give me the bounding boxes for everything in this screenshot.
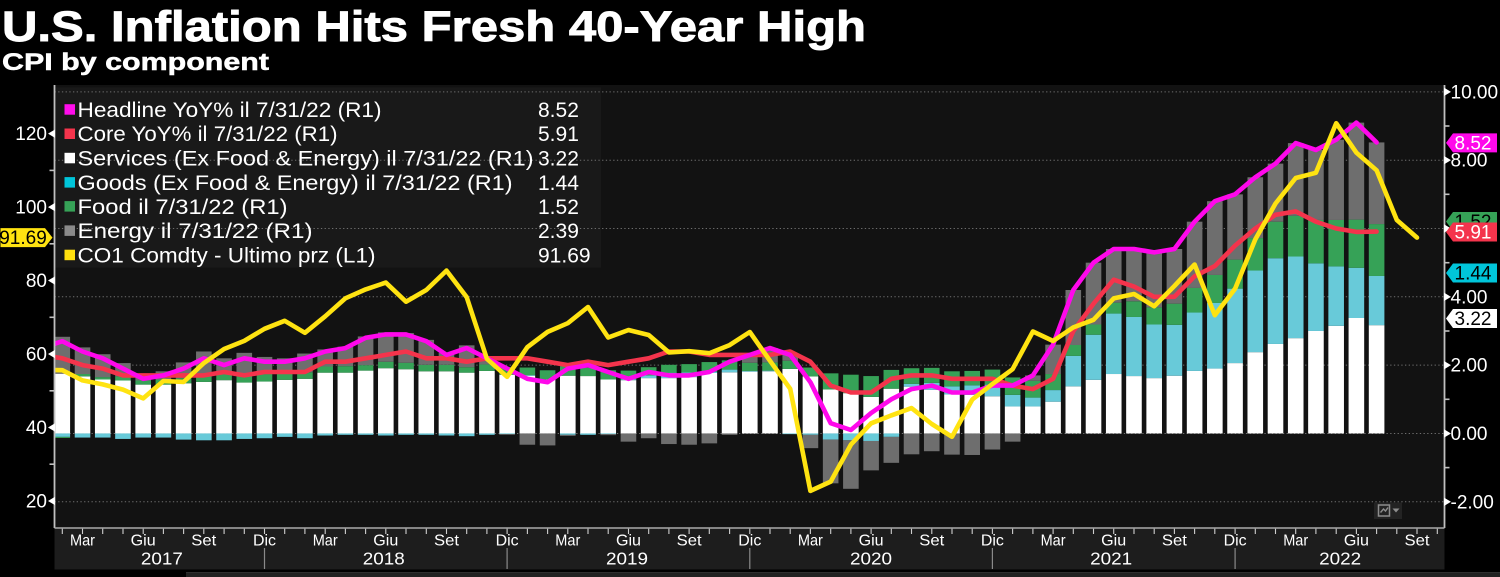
svg-text:3.22: 3.22 (1455, 309, 1492, 330)
svg-text:-2.00: -2.00 (1451, 492, 1494, 513)
svg-text:2018: 2018 (363, 549, 405, 569)
svg-text:Goods (Ex Food & Energy) il 7/: Goods (Ex Food & Energy) il 7/31/22 (R1) (78, 172, 513, 195)
svg-text:Set: Set (1162, 533, 1188, 550)
svg-text:Mar: Mar (313, 533, 339, 550)
svg-text:0.00: 0.00 (1451, 424, 1488, 445)
svg-text:40: 40 (26, 418, 47, 439)
svg-text:2021: 2021 (1090, 549, 1132, 569)
svg-text:2020: 2020 (850, 549, 892, 569)
svg-text:Dic: Dic (981, 533, 1004, 550)
svg-text:2.00: 2.00 (1451, 356, 1488, 377)
svg-text:Giu: Giu (1101, 533, 1126, 550)
svg-text:Set: Set (919, 533, 945, 550)
svg-text:4.00: 4.00 (1451, 287, 1488, 308)
svg-text:CO1 Comdty - Ultimo prz (L1): CO1 Comdty - Ultimo prz (L1) (78, 244, 376, 267)
svg-text:Core YoY% il 7/31/22 (R1): Core YoY% il 7/31/22 (R1) (78, 123, 338, 146)
svg-text:Giu: Giu (616, 533, 641, 550)
svg-text:1.44: 1.44 (538, 172, 579, 195)
svg-text:2019: 2019 (606, 549, 648, 569)
svg-text:1.44: 1.44 (1455, 264, 1492, 285)
svg-text:5.91: 5.91 (1455, 223, 1492, 244)
svg-text:Dic: Dic (1224, 533, 1247, 550)
svg-text:8.52: 8.52 (538, 99, 579, 122)
svg-text:Set: Set (1405, 533, 1431, 550)
svg-text:Mar: Mar (555, 533, 581, 550)
svg-text:Set: Set (434, 533, 460, 550)
svg-text:2.39: 2.39 (538, 220, 579, 243)
svg-text:Dic: Dic (253, 533, 276, 550)
svg-text:Mar: Mar (798, 533, 824, 550)
svg-text:5.91: 5.91 (538, 123, 579, 146)
svg-text:80: 80 (26, 271, 47, 292)
svg-text:Mar: Mar (1041, 533, 1067, 550)
svg-text:Dic: Dic (496, 533, 519, 550)
svg-text:Giu: Giu (859, 533, 884, 550)
svg-text:91.69: 91.69 (538, 244, 591, 267)
svg-text:2022: 2022 (1319, 549, 1361, 569)
svg-text:100: 100 (15, 198, 47, 219)
svg-text:Set: Set (677, 533, 703, 550)
svg-text:Set: Set (191, 533, 217, 550)
svg-text:Mar: Mar (70, 533, 96, 550)
svg-text:Dic: Dic (738, 533, 761, 550)
svg-text:Headline YoY% il 7/31/22 (R1): Headline YoY% il 7/31/22 (R1) (78, 99, 382, 122)
svg-text:2017: 2017 (141, 549, 183, 569)
svg-text:10.00: 10.00 (1451, 82, 1499, 103)
svg-text:120: 120 (15, 124, 47, 145)
svg-text:Energy il 7/31/22 (R1): Energy il 7/31/22 (R1) (78, 220, 313, 243)
svg-text:Food il 7/31/22 (R1): Food il 7/31/22 (R1) (78, 196, 288, 219)
svg-text:1.52: 1.52 (538, 196, 579, 219)
svg-text:Giu: Giu (373, 533, 398, 550)
svg-text:Giu: Giu (1344, 533, 1369, 550)
svg-text:Services (Ex Food & Energy) il: Services (Ex Food & Energy) il 7/31/22 (… (78, 148, 534, 171)
svg-text:U.S. Inflation Hits Fresh 40-Y: U.S. Inflation Hits Fresh 40-Year High (2, 3, 866, 51)
svg-text:3.22: 3.22 (538, 148, 579, 171)
svg-text:Mar: Mar (1283, 533, 1309, 550)
svg-text:20: 20 (26, 491, 47, 512)
svg-text:91.69: 91.69 (0, 228, 47, 249)
svg-text:Giu: Giu (131, 533, 156, 550)
svg-text:60: 60 (26, 345, 47, 366)
svg-text:CPI by component: CPI by component (2, 49, 269, 76)
svg-text:8.00: 8.00 (1451, 151, 1488, 172)
svg-text:8.52: 8.52 (1455, 133, 1492, 154)
